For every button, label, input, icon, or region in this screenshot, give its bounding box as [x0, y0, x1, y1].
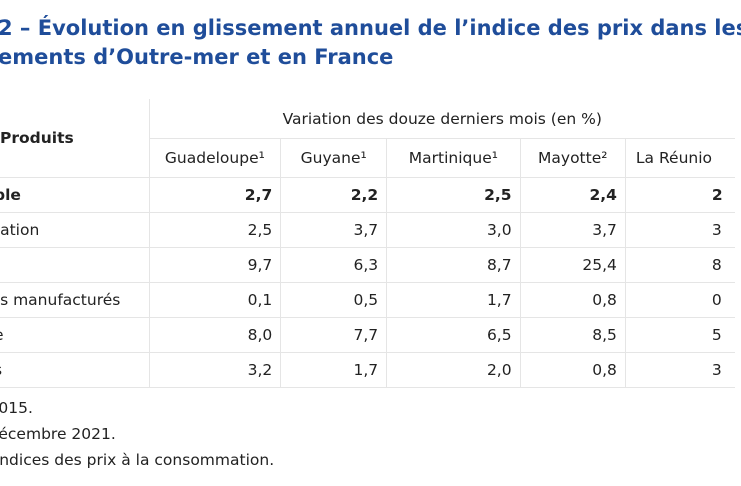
table-row: ble 2,7 2,2 2,5 2,4 2 — [0, 177, 735, 213]
table-cell: 2,5 — [386, 177, 521, 213]
table-row: tation 2,5 3,7 3,0 3,7 3 — [0, 212, 735, 248]
table-cell: 3,0 — [386, 212, 521, 248]
row-label — [0, 247, 150, 283]
table-cell: 9,7 — [148, 247, 281, 283]
table-cell: 8,5 — [519, 317, 626, 353]
table-row: s 3,2 1,7 2,0 0,8 3 — [0, 352, 735, 388]
table-cell: 1,7 — [386, 282, 521, 318]
table-cell: 2,2 — [280, 177, 387, 213]
table-cell: 8 — [624, 247, 735, 283]
group-header-variation: Variation des douze derniers mois (en %) — [148, 99, 735, 139]
table-cell: 2,7 — [148, 177, 281, 213]
table-row: e 8,0 7,7 6,5 8,5 5 — [0, 317, 735, 353]
table-title-line1: 2 – Évolution en glissement annuel de l’… — [0, 16, 741, 40]
table-cell: 2,0 — [386, 352, 521, 388]
table-cell: 7,7 — [280, 317, 387, 353]
row-label: s — [0, 352, 150, 388]
table-cell: 0,8 — [519, 282, 626, 318]
table-cell: 3 — [624, 212, 735, 248]
table-row: 9,7 6,3 8,7 25,4 8 — [0, 247, 735, 283]
column-header: La Réunio — [624, 138, 735, 178]
table-cell: 2,5 — [148, 212, 281, 248]
table-cell: 0,1 — [148, 282, 281, 318]
table-cell: 6,5 — [386, 317, 521, 353]
row-label: ts manufacturés — [0, 282, 150, 318]
source-line: ee, indices des prix à la consommation. — [0, 451, 275, 469]
note-line: se décembre 2021. — [0, 425, 116, 443]
table-cell: 8,7 — [386, 247, 521, 283]
table-cell: 25,4 — [519, 247, 626, 283]
table-cell: 3,7 — [280, 212, 387, 248]
column-header: Mayotte² — [519, 138, 626, 178]
table-cell: 5 — [624, 317, 735, 353]
note-line: se 2015. — [0, 399, 33, 417]
table-cell: 2,4 — [519, 177, 626, 213]
price-index-table: Produits Variation des douze derniers mo… — [0, 99, 735, 388]
table-cell: 6,3 — [280, 247, 387, 283]
column-header: Martinique¹ — [386, 138, 521, 178]
table-cell: 3 — [624, 352, 735, 388]
row-label: tation — [0, 212, 150, 248]
row-header-produits: Produits — [0, 99, 150, 178]
column-header: Guyane¹ — [280, 138, 387, 178]
table-cell: 3,7 — [519, 212, 626, 248]
table-row: ts manufacturés 0,1 0,5 1,7 0,8 0 — [0, 282, 735, 318]
table-cell: 0,5 — [280, 282, 387, 318]
table-cell: 8,0 — [148, 317, 281, 353]
column-header: Guadeloupe¹ — [148, 138, 281, 178]
table-notes: se 2015. se décembre 2021. ee, indices d… — [0, 395, 274, 473]
table-title-line2: ements d’Outre-mer et en France — [0, 45, 394, 69]
row-label: e — [0, 317, 150, 353]
table-cell: 0 — [624, 282, 735, 318]
table-title: 2 – Évolution en glissement annuel de l’… — [0, 14, 741, 72]
table-cell: 2 — [624, 177, 735, 213]
table-cell: 1,7 — [280, 352, 387, 388]
table-cell: 0,8 — [519, 352, 626, 388]
row-label: ble — [0, 177, 150, 213]
table-cell: 3,2 — [148, 352, 281, 388]
